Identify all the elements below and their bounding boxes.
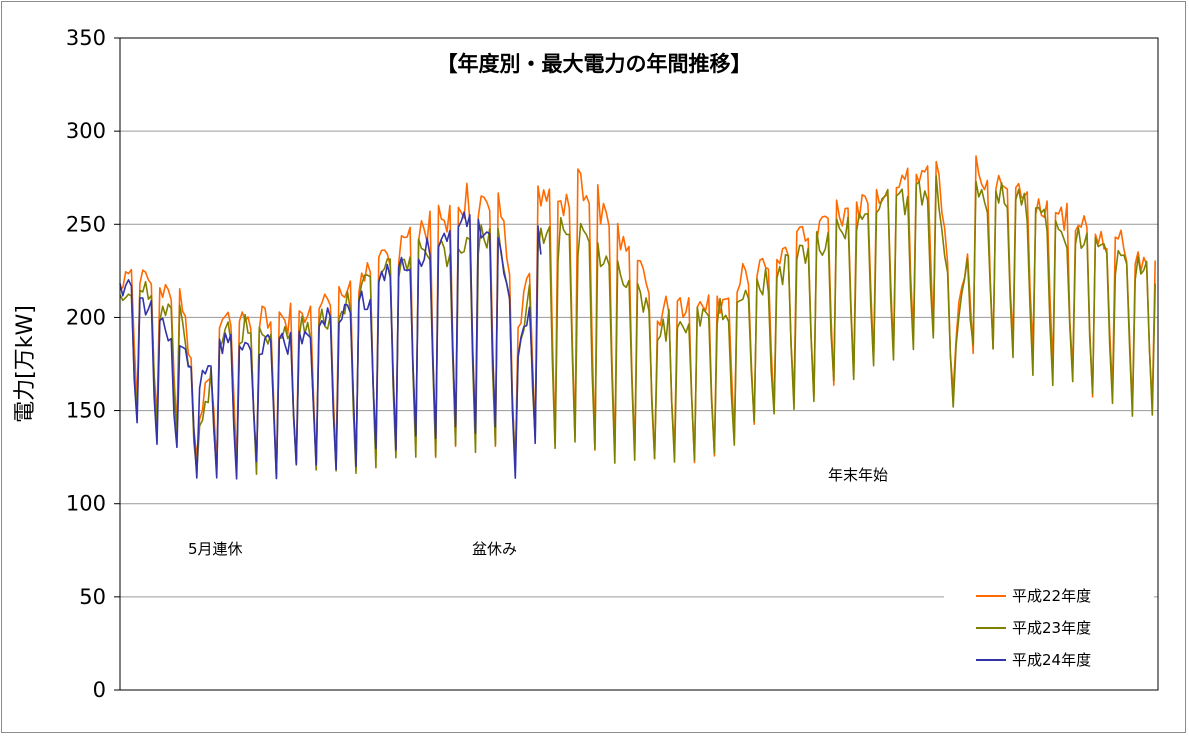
annotation-may-holiday: 5月連休 (188, 540, 243, 558)
y-tick-label: 0 (93, 678, 106, 702)
y-tick-label: 300 (66, 119, 106, 143)
y-axis-label: 電力[万kW] (13, 305, 38, 423)
legend-label-h22: 平成22年度 (1012, 587, 1091, 605)
annotation-year-end-holiday: 年末年始 (828, 466, 888, 484)
axes (119, 37, 1159, 691)
chart-title: 【年度別・最大電力の年間推移】 (437, 52, 752, 76)
y-tick-label: 350 (66, 26, 106, 50)
series-line-h24 (119, 211, 542, 480)
y-tick-label: 200 (66, 305, 106, 329)
y-tick-label: 100 (66, 492, 106, 516)
series-layer (119, 155, 1156, 480)
y-tick-label: 50 (79, 585, 106, 609)
y-tick-label: 150 (66, 399, 106, 423)
legend: 平成22年度 平成23年度 平成24年度 (944, 578, 1154, 678)
gridlines (120, 130, 1158, 598)
y-tick-label: 250 (66, 212, 106, 236)
plot-area-border (119, 37, 1159, 691)
legend-label-h24: 平成24年度 (1012, 651, 1091, 669)
y-tick-labels: 0 50 100 150 200 250 300 350 (66, 26, 120, 702)
legend-label-h23: 平成23年度 (1012, 619, 1091, 637)
annotation-obon-holiday: 盆休み (472, 540, 517, 558)
